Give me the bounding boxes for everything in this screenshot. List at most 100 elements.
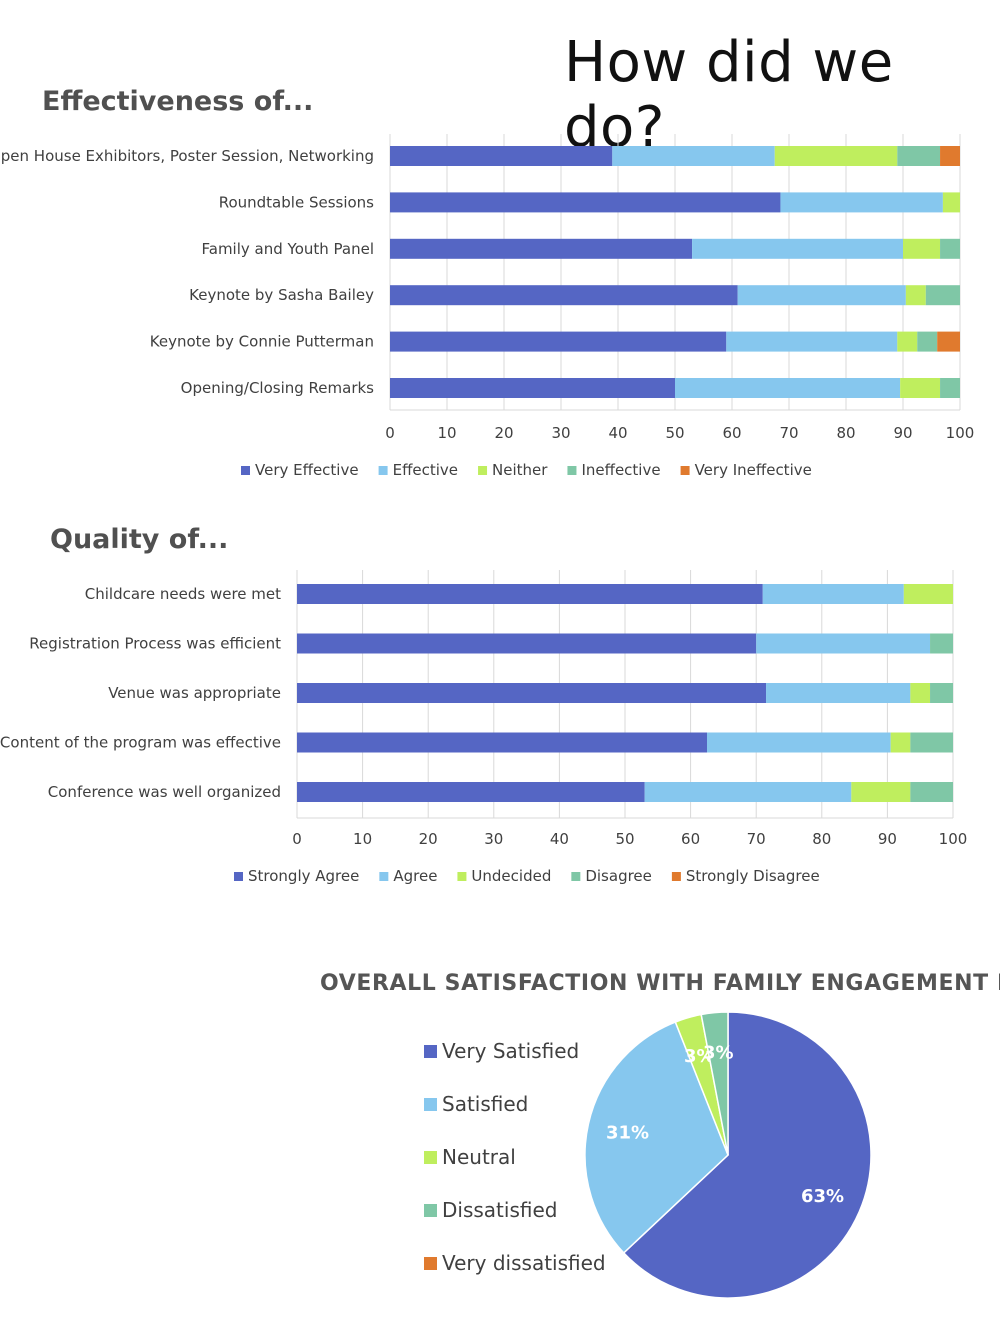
x-tick-label: 70	[747, 830, 766, 848]
pie-legend-label-dissatisfied: Dissatisfied	[442, 1198, 557, 1222]
quality-chart-title: Quality of...	[50, 524, 229, 555]
pie-data-label: 63%	[801, 1186, 844, 1207]
legend-label-neither: Neither	[492, 461, 548, 479]
bar-strongly-agree	[297, 584, 763, 604]
bar-very-effective	[390, 378, 675, 398]
bar-neither	[897, 331, 918, 352]
pie-legend-swatch-dissatisfied	[424, 1204, 437, 1217]
bar-neither	[942, 192, 960, 213]
category-label: Registration Process was efficient	[29, 635, 281, 653]
bar-disagree	[910, 782, 953, 802]
legend-swatch-strongly-agree	[234, 872, 243, 881]
x-tick-label: 10	[437, 424, 456, 442]
bar-ineffective	[925, 285, 960, 306]
legend-label-very-ineffective: Very Ineffective	[695, 461, 812, 479]
bar-very-ineffective	[940, 146, 960, 166]
category-label: Keynote by Sasha Bailey	[189, 286, 374, 304]
x-tick-label: 30	[551, 424, 570, 442]
x-tick-label: 20	[419, 830, 438, 848]
bar-ineffective	[897, 146, 941, 166]
category-label: Open House Exhibitors, Poster Session, N…	[0, 147, 374, 165]
x-tick-label: 100	[939, 830, 968, 848]
bar-neither	[900, 378, 941, 398]
pie-legend-label-very-satisfied: Very Satisfied	[442, 1039, 579, 1063]
effectiveness-chart-title: Effectiveness of...	[42, 86, 314, 117]
x-tick-label: 60	[722, 424, 741, 442]
bar-very-effective	[390, 285, 738, 306]
x-tick-label: 60	[681, 830, 700, 848]
bar-undecided	[910, 683, 931, 703]
bar-very-effective	[390, 146, 613, 166]
bar-neither	[903, 238, 941, 259]
bar-agree	[644, 782, 852, 802]
pie-legend-swatch-neutral	[424, 1151, 437, 1164]
legend-swatch-strongly-disagree	[671, 872, 681, 881]
pie-legend-swatch-very-dissatisfied	[424, 1257, 437, 1270]
x-tick-label: 30	[484, 830, 503, 848]
category-label: Roundtable Sessions	[219, 193, 374, 211]
category-label: Childcare needs were met	[85, 585, 281, 603]
bar-effective	[612, 146, 775, 166]
x-tick-label: 40	[608, 424, 627, 442]
bar-strongly-agree	[297, 633, 757, 654]
pie-data-label: 3%	[703, 1042, 734, 1063]
bar-very-effective	[390, 192, 781, 213]
page-title: How did we do?	[564, 30, 894, 160]
bar-strongly-agree	[297, 732, 707, 753]
bar-effective	[780, 192, 943, 213]
legend-label-ineffective: Ineffective	[581, 461, 660, 479]
bar-effective	[692, 238, 903, 259]
x-tick-label: 50	[665, 424, 684, 442]
x-tick-label: 40	[550, 830, 569, 848]
category-label: Conference was well organized	[48, 783, 281, 801]
x-tick-label: 50	[615, 830, 634, 848]
legend-swatch-agree	[379, 872, 389, 881]
x-tick-label: 0	[292, 830, 302, 848]
legend-label-effective: Effective	[393, 461, 458, 479]
bar-very-ineffective	[937, 331, 960, 352]
pie-slice-very-satisfied	[622, 1011, 872, 1299]
legend-label-agree: Agree	[393, 867, 437, 885]
category-label: Content of the program was effective	[0, 734, 281, 752]
category-label: Keynote by Connie Putterman	[150, 333, 374, 351]
bar-ineffective	[940, 378, 960, 398]
legend-swatch-very-effective	[241, 466, 250, 475]
x-tick-label: 100	[946, 424, 975, 442]
pie-legend-label-satisfied: Satisfied	[442, 1092, 528, 1116]
bar-very-effective	[390, 238, 693, 259]
bar-effective	[737, 285, 906, 306]
x-tick-label: 20	[494, 424, 513, 442]
x-tick-label: 90	[893, 424, 912, 442]
bar-effective	[675, 378, 901, 398]
bar-disagree	[930, 683, 953, 703]
legend-label-disagree: Disagree	[585, 867, 652, 885]
bar-very-effective	[390, 331, 727, 352]
bar-agree	[762, 584, 904, 604]
x-tick-label: 10	[353, 830, 372, 848]
x-tick-label: 0	[385, 424, 395, 442]
bar-strongly-agree	[297, 782, 645, 802]
bar-disagree	[910, 732, 953, 753]
bar-ineffective	[917, 331, 938, 352]
legend-swatch-undecided	[457, 872, 467, 881]
bar-strongly-agree	[297, 683, 767, 703]
pie-legend-swatch-satisfied	[424, 1098, 437, 1111]
pie-chart-title: OVERALL SATISFACTION WITH FAMILY ENGAGEM…	[320, 971, 1000, 996]
bar-neither	[905, 285, 926, 306]
pie-slice-dissatisfied	[700, 1011, 729, 1156]
x-tick-label: 80	[812, 830, 831, 848]
legend-swatch-disagree	[571, 872, 581, 881]
bar-agree	[756, 633, 931, 654]
pie-legend-label-very-dissatisfied: Very dissatisfied	[442, 1251, 606, 1275]
legend-swatch-very-ineffective	[680, 466, 690, 475]
x-tick-label: 70	[779, 424, 798, 442]
pie-legend-label-neutral: Neutral	[442, 1145, 516, 1169]
bar-agree	[766, 683, 911, 703]
bar-undecided	[890, 732, 911, 753]
bar-effective	[726, 331, 898, 352]
bar-agree	[707, 732, 891, 753]
legend-label-very-effective: Very Effective	[255, 461, 359, 479]
legend-swatch-neither	[478, 466, 488, 475]
x-tick-label: 90	[878, 830, 897, 848]
pie-legend-swatch-very-satisfied	[424, 1045, 437, 1058]
